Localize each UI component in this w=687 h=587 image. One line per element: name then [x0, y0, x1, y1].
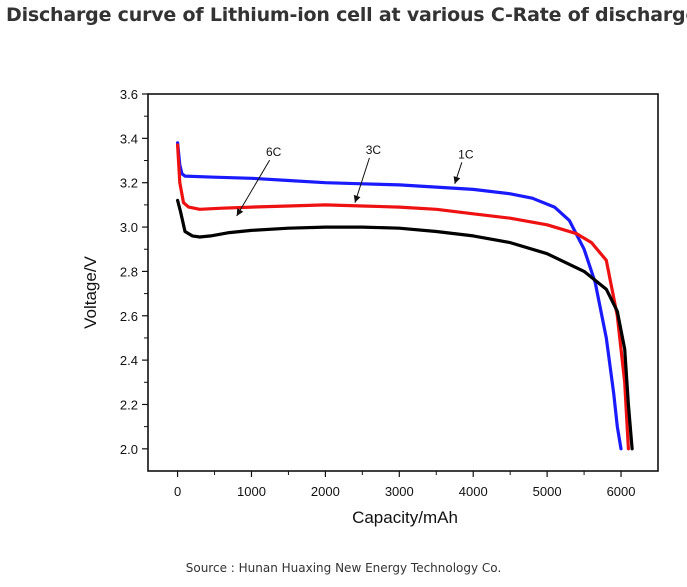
x-tick-label: 0: [174, 484, 181, 499]
chart-series: [176, 141, 634, 451]
annotation-1c: 1C: [458, 147, 474, 161]
source-note: Source : Hunan Huaxing New Energy Techno…: [185, 561, 502, 575]
annotation-arrow-head: [453, 176, 461, 184]
x-tick-label: 2000: [311, 484, 340, 499]
annotation-arrow-line: [236, 159, 271, 217]
y-tick-label: 2.6: [120, 309, 138, 324]
y-tick-label: 2.2: [120, 397, 138, 412]
annotation-3c: 3C: [366, 143, 382, 157]
y-tick-label: 3.6: [120, 87, 138, 102]
chart-axes: 0 1000 2000 3000 4000 5000 6000 2.0 2.2 2.4 2.6 2.8…: [120, 87, 659, 499]
y-tick-label: 2.0: [120, 442, 138, 457]
series-line-6c: [176, 198, 634, 451]
annotation-arrow-head: [353, 194, 361, 203]
x-tick-label: 5000: [533, 484, 562, 499]
x-tick-label: 3000: [385, 484, 414, 499]
annotation-arrow-line: [354, 157, 370, 203]
y-tick-label: 3.0: [120, 220, 138, 235]
y-tick-label: 3.2: [120, 176, 138, 191]
chart-annotations: 6C 3C 1C: [236, 143, 474, 217]
y-tick-label: 2.4: [120, 353, 138, 368]
series-line-1c: [176, 141, 623, 451]
y-axis-label: Voltage/V: [81, 255, 100, 328]
plot-frame: [147, 93, 659, 472]
y-tick-label: 3.4: [120, 131, 138, 146]
x-tick-label: 6000: [607, 484, 636, 499]
annotation-arrow-head: [236, 208, 244, 216]
y-tick-label: 2.8: [120, 264, 138, 279]
x-tick-label: 1000: [237, 484, 266, 499]
x-axis-label: Capacity/mAh: [352, 508, 458, 527]
annotation-6c: 6C: [266, 145, 282, 159]
x-tick-label: 4000: [459, 484, 488, 499]
series-line-3c: [176, 143, 631, 451]
page-title: Discharge curve of Lithium-ion cell at v…: [6, 4, 687, 26]
